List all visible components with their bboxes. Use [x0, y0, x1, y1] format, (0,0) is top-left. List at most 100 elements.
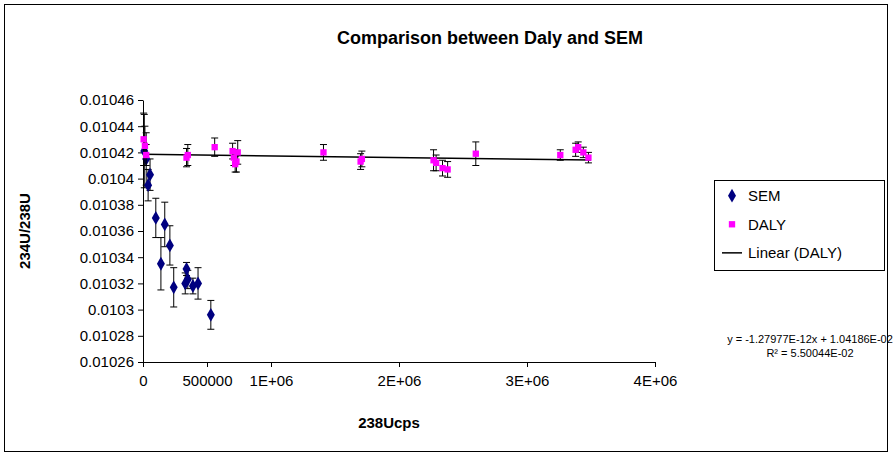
legend-line [722, 252, 742, 254]
error-bar [358, 151, 365, 167]
y-axis-tick-label: 0.0104 [88, 170, 134, 187]
x-axis-tick-mark [655, 362, 656, 367]
annotation: y = -1.27977E-12x + 1.04186E-02 [727, 333, 893, 345]
data-point [235, 149, 241, 155]
error-bar [557, 150, 564, 160]
x-axis: 0 500000 1E+06 2E+06 3E+06 4E+06 [139, 362, 677, 389]
y-axis-tick-mark [138, 257, 143, 258]
data-point [444, 166, 450, 172]
trend-line [143, 154, 591, 160]
legend-label: SEM [748, 187, 781, 204]
y-axis-tick-mark [138, 336, 143, 337]
y-axis-tick: 0.0103 [88, 301, 143, 318]
y-axis-tick-label: 0.01036 [80, 222, 134, 239]
y-axis-tick-label: 0.01044 [80, 118, 134, 135]
y-axis-tick-mark [138, 205, 143, 206]
y-axis-tick-mark [138, 283, 143, 284]
y-axis-tick: 0.01034 [80, 249, 143, 266]
series-1 [140, 113, 592, 177]
x-axis-tick-mark [399, 362, 400, 367]
error-bar [444, 162, 451, 178]
error-bar [183, 148, 190, 166]
y-axis-tick-label: 0.01026 [80, 353, 134, 370]
x-axis-tick-label: 3E+06 [506, 372, 550, 389]
error-bar [161, 202, 168, 247]
y-axis-tick: 0.01046 [80, 91, 143, 108]
chart-svg: Comparison between Daly and SEM 0 500000 1E… [0, 0, 893, 457]
data-point [233, 158, 239, 164]
x-axis-tick: 3E+06 [506, 362, 550, 389]
legend-label: Linear (DALY) [748, 244, 842, 261]
data-point [170, 280, 178, 294]
error-bar [472, 142, 479, 166]
legend-marker [729, 221, 735, 227]
legend: SEM DALY Linear (DALY) [715, 181, 885, 271]
x-axis-tick-mark [271, 362, 272, 367]
data-point [185, 152, 191, 158]
error-bar [195, 268, 202, 299]
data-point [359, 156, 365, 162]
x-axis-tick: 0 [139, 362, 147, 389]
legend-marker [728, 189, 736, 203]
data-point [166, 239, 174, 253]
data-point [143, 152, 149, 158]
data-point [320, 149, 326, 155]
y-axis-tick-mark [138, 100, 143, 101]
error-bar [183, 262, 190, 275]
series-0 [140, 114, 215, 329]
data-point [140, 136, 146, 142]
legend-label: DALY [748, 216, 786, 233]
data-point [183, 262, 191, 276]
x-axis-tick-mark [143, 362, 144, 367]
y-axis-tick: 0.01028 [80, 327, 143, 344]
y-axis: 0.01026 0.01028 0.0103 0.01032 0.01034 0.0103… [80, 91, 144, 370]
x-axis-tick-mark [207, 362, 208, 367]
error-bar [320, 145, 327, 161]
error-bar [141, 114, 148, 187]
x-axis-tick-label: 4E+06 [634, 372, 678, 389]
plot-area [140, 113, 592, 329]
y-axis-tick-label: 0.0103 [88, 301, 134, 318]
data-point [433, 160, 439, 166]
data-point [161, 218, 169, 232]
chart-title: Comparison between Daly and SEM [337, 28, 643, 48]
data-point [146, 168, 154, 182]
error-bar [166, 226, 173, 265]
x-axis-tick: 4E+06 [634, 362, 678, 389]
data-point [207, 308, 215, 322]
annotation: R² = 5.50044E-02 [766, 347, 853, 359]
data-point [157, 257, 165, 271]
error-bar [141, 126, 148, 165]
y-axis-tick: 0.01036 [80, 222, 143, 239]
y-axis-tick-label: 0.01032 [80, 275, 134, 292]
error-bar [207, 300, 214, 329]
error-bar [170, 268, 177, 307]
error-bar [211, 138, 218, 156]
error-bar [184, 145, 191, 166]
data-point [473, 151, 479, 157]
y-axis-tick: 0.01032 [80, 275, 143, 292]
y-axis-tick: 0.0104 [88, 170, 143, 187]
y-axis-title: 234U/238U [16, 193, 33, 269]
y-axis-tick-mark [138, 362, 143, 363]
data-point [212, 144, 218, 150]
y-axis-tick-mark [138, 231, 143, 232]
x-axis-title: 238Ucps [358, 414, 420, 431]
y-axis-tick: 0.01026 [80, 353, 143, 370]
x-axis-tick: 500000 [182, 362, 232, 389]
y-axis-tick-label: 0.01038 [80, 196, 134, 213]
data-point [585, 154, 591, 160]
data-point [142, 143, 148, 149]
y-axis-tick: 0.01038 [80, 196, 143, 213]
y-axis-tick-label: 0.01046 [80, 91, 134, 108]
y-axis-tick-mark [138, 179, 143, 180]
x-axis-tick-label: 1E+06 [250, 372, 294, 389]
y-axis-tick: 0.01044 [80, 118, 143, 135]
x-axis-tick-label: 2E+06 [378, 372, 422, 389]
y-axis-tick-label: 0.01028 [80, 327, 134, 344]
error-bar [234, 141, 241, 165]
error-bar [157, 238, 164, 290]
y-axis-tick-label: 0.01042 [80, 144, 134, 161]
chart-border [5, 5, 888, 452]
x-axis-tick: 1E+06 [250, 362, 294, 389]
